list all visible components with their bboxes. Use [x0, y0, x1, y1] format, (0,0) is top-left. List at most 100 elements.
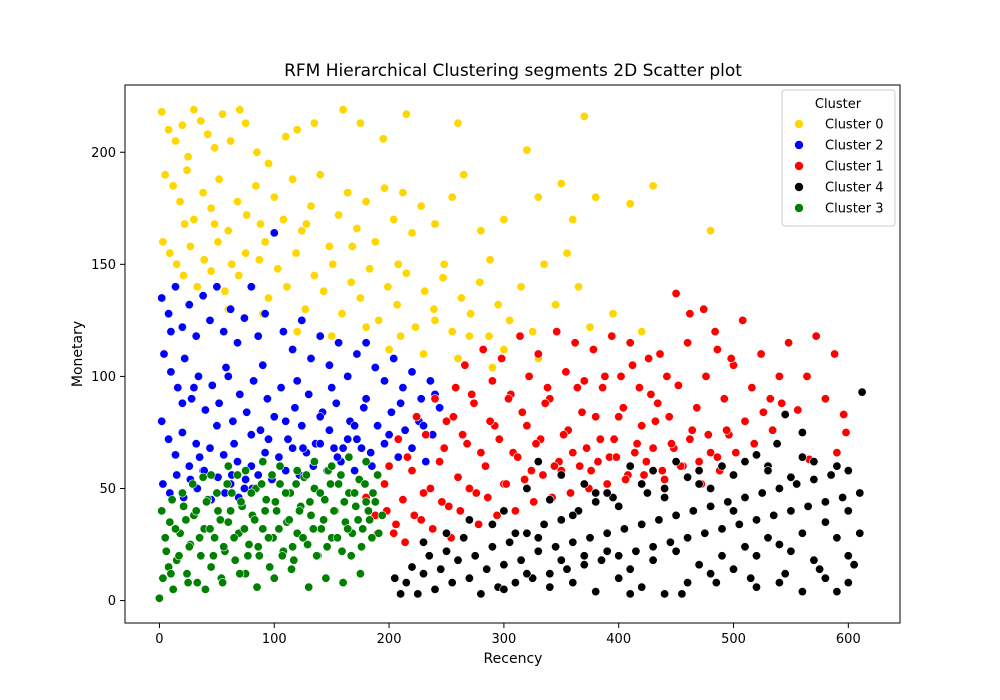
- y-tick-label: 150: [91, 258, 116, 273]
- data-point: [227, 259, 237, 269]
- data-point: [751, 551, 761, 561]
- data-point: [586, 466, 596, 476]
- data-point: [608, 309, 618, 319]
- data-point: [177, 398, 187, 408]
- data-point: [545, 495, 555, 505]
- data-point: [288, 344, 298, 354]
- data-point: [337, 546, 347, 556]
- data-point: [625, 564, 635, 574]
- legend-label: Cluster 4: [825, 181, 884, 196]
- data-point: [358, 524, 368, 534]
- data-point: [843, 578, 853, 588]
- legend-items: Cluster 0 Cluster 2 Cluster 1 Cluster 4 Clus…: [794, 118, 884, 217]
- data-point: [832, 448, 842, 458]
- data-point: [607, 331, 617, 341]
- legend-label: Cluster 3: [825, 202, 884, 217]
- data-point: [291, 479, 301, 489]
- data-point: [179, 270, 189, 280]
- data-point: [200, 405, 210, 415]
- data-point: [520, 474, 530, 484]
- data-point: [559, 430, 569, 440]
- data-point: [165, 248, 175, 258]
- data-point: [706, 448, 716, 458]
- data-point: [416, 515, 426, 525]
- data-point: [637, 327, 647, 337]
- data-point: [466, 309, 476, 319]
- data-point: [531, 439, 541, 449]
- data-point: [706, 483, 716, 493]
- data-point: [671, 510, 681, 520]
- data-point: [430, 315, 440, 325]
- data-point: [648, 555, 658, 565]
- data-point: [786, 506, 796, 516]
- data-point: [212, 282, 222, 292]
- data-point: [368, 488, 378, 498]
- data-point: [300, 304, 310, 314]
- data-point: [172, 470, 182, 480]
- data-point: [353, 515, 363, 525]
- data-point: [292, 466, 302, 476]
- data-point: [758, 407, 768, 417]
- data-point: [309, 457, 319, 467]
- data-point: [339, 497, 349, 507]
- data-point: [373, 470, 383, 480]
- data-point: [453, 353, 463, 363]
- data-point: [497, 353, 507, 363]
- data-point: [420, 286, 430, 296]
- data-point: [591, 192, 601, 202]
- data-point: [701, 371, 711, 381]
- data-point: [655, 349, 665, 359]
- data-point: [257, 479, 267, 489]
- data-point: [637, 479, 647, 489]
- data-point: [361, 338, 371, 348]
- data-point: [157, 107, 167, 117]
- data-point: [291, 248, 301, 258]
- data-point: [325, 479, 335, 489]
- data-point: [258, 457, 268, 467]
- data-point: [283, 434, 293, 444]
- data-point: [568, 215, 578, 225]
- data-point: [205, 524, 215, 534]
- data-point: [177, 322, 187, 332]
- data-point: [182, 165, 192, 175]
- data-point: [305, 497, 315, 507]
- data-point: [746, 573, 756, 583]
- data-point: [213, 237, 223, 247]
- data-point: [398, 495, 408, 505]
- data-point: [202, 497, 212, 507]
- data-point: [379, 479, 389, 489]
- data-point: [373, 421, 383, 431]
- data-point: [212, 421, 222, 431]
- x-tick-label: 400: [606, 632, 631, 647]
- legend-marker: [794, 140, 804, 150]
- data-point: [220, 286, 230, 296]
- data-point: [189, 105, 199, 115]
- data-point: [223, 226, 233, 236]
- data-point: [235, 105, 245, 115]
- data-point: [252, 147, 262, 157]
- data-point: [832, 461, 842, 471]
- data-point: [551, 542, 561, 552]
- data-point: [712, 344, 722, 354]
- data-point: [515, 331, 525, 341]
- data-point: [471, 488, 481, 498]
- data-point: [700, 528, 710, 538]
- data-point: [797, 528, 807, 538]
- data-point: [772, 439, 782, 449]
- data-point: [602, 528, 612, 538]
- data-point: [436, 564, 446, 574]
- data-point: [303, 539, 313, 549]
- data-point: [164, 125, 174, 135]
- data-point: [377, 510, 387, 520]
- data-point: [662, 371, 672, 381]
- data-point: [402, 452, 412, 462]
- data-point: [820, 573, 830, 583]
- data-point: [786, 546, 796, 556]
- data-point: [660, 589, 670, 599]
- data-point: [249, 376, 259, 386]
- data-point: [263, 293, 273, 303]
- data-point: [196, 551, 206, 561]
- data-point: [756, 349, 766, 359]
- data-point: [738, 315, 748, 325]
- data-point: [418, 569, 428, 579]
